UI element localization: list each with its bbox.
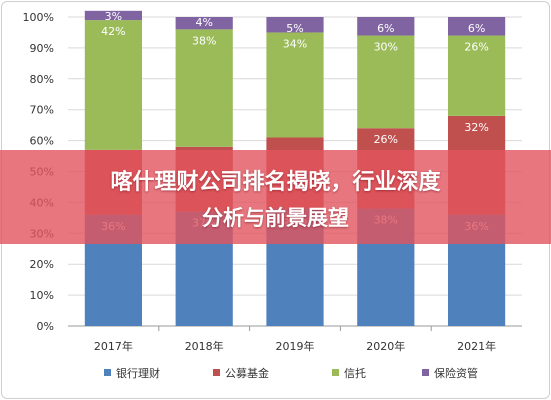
legend-label: 银行理财 [116,366,160,380]
legend-swatch [104,369,111,376]
x-tick-label: 2021年 [457,339,496,353]
x-axis: 2017年 2018年 2019年 2020年 2021年 [94,326,496,353]
y-tick-label: 70% [30,104,54,117]
y-tick-label: 10% [30,289,54,302]
data-label: 6% [468,22,485,35]
bar-segment [266,17,324,33]
legend-label: 保险资管 [434,366,478,380]
bar-segment [84,20,143,150]
legend-label: 信托 [344,366,366,380]
x-tick-label: 2019年 [276,339,315,353]
data-label: 32% [464,121,488,134]
data-label: 3% [105,10,122,23]
y-tick-label: 0% [37,320,54,333]
legend-label: 公募基金 [225,366,269,380]
x-tick-label: 2017年 [94,339,133,353]
data-label: 4% [195,16,212,29]
headline-line-1: 喀什理财公司排名揭晓，行业深度 [110,170,441,195]
y-tick-label: 90% [30,42,54,55]
legend-swatch [213,369,220,376]
legend: 银行理财 公募基金 信托 保险资管 [104,366,478,380]
headline-line-2: 分析与前景展望 [202,206,349,230]
x-tick-label: 2020年 [366,339,405,353]
bar-segment [175,17,233,30]
headline-banner: 喀什理财公司排名揭晓，行业深度 分析与前景展望 [0,150,551,244]
data-label: 5% [286,22,303,35]
data-label: 38% [192,34,216,47]
legend-swatch [332,369,339,376]
data-label: 34% [283,37,307,50]
bar-segment [175,29,233,147]
x-tick-label: 2018年 [185,339,224,353]
data-label: 42% [101,25,125,38]
bar-segment [357,35,415,129]
y-tick-label: 100% [23,11,54,24]
bar-segment [447,17,506,36]
bar-segment [84,10,143,21]
data-label: 26% [374,133,398,146]
y-tick-label: 20% [30,258,54,271]
bar-segment [447,35,506,116]
y-tick-label: 80% [30,73,54,86]
data-label: 6% [377,22,394,35]
bar-segment [266,32,324,138]
y-tick-label: 60% [30,135,54,148]
data-label: 26% [464,41,488,54]
legend-swatch [422,369,429,376]
bar-segment [357,17,415,36]
data-label: 30% [374,41,398,54]
